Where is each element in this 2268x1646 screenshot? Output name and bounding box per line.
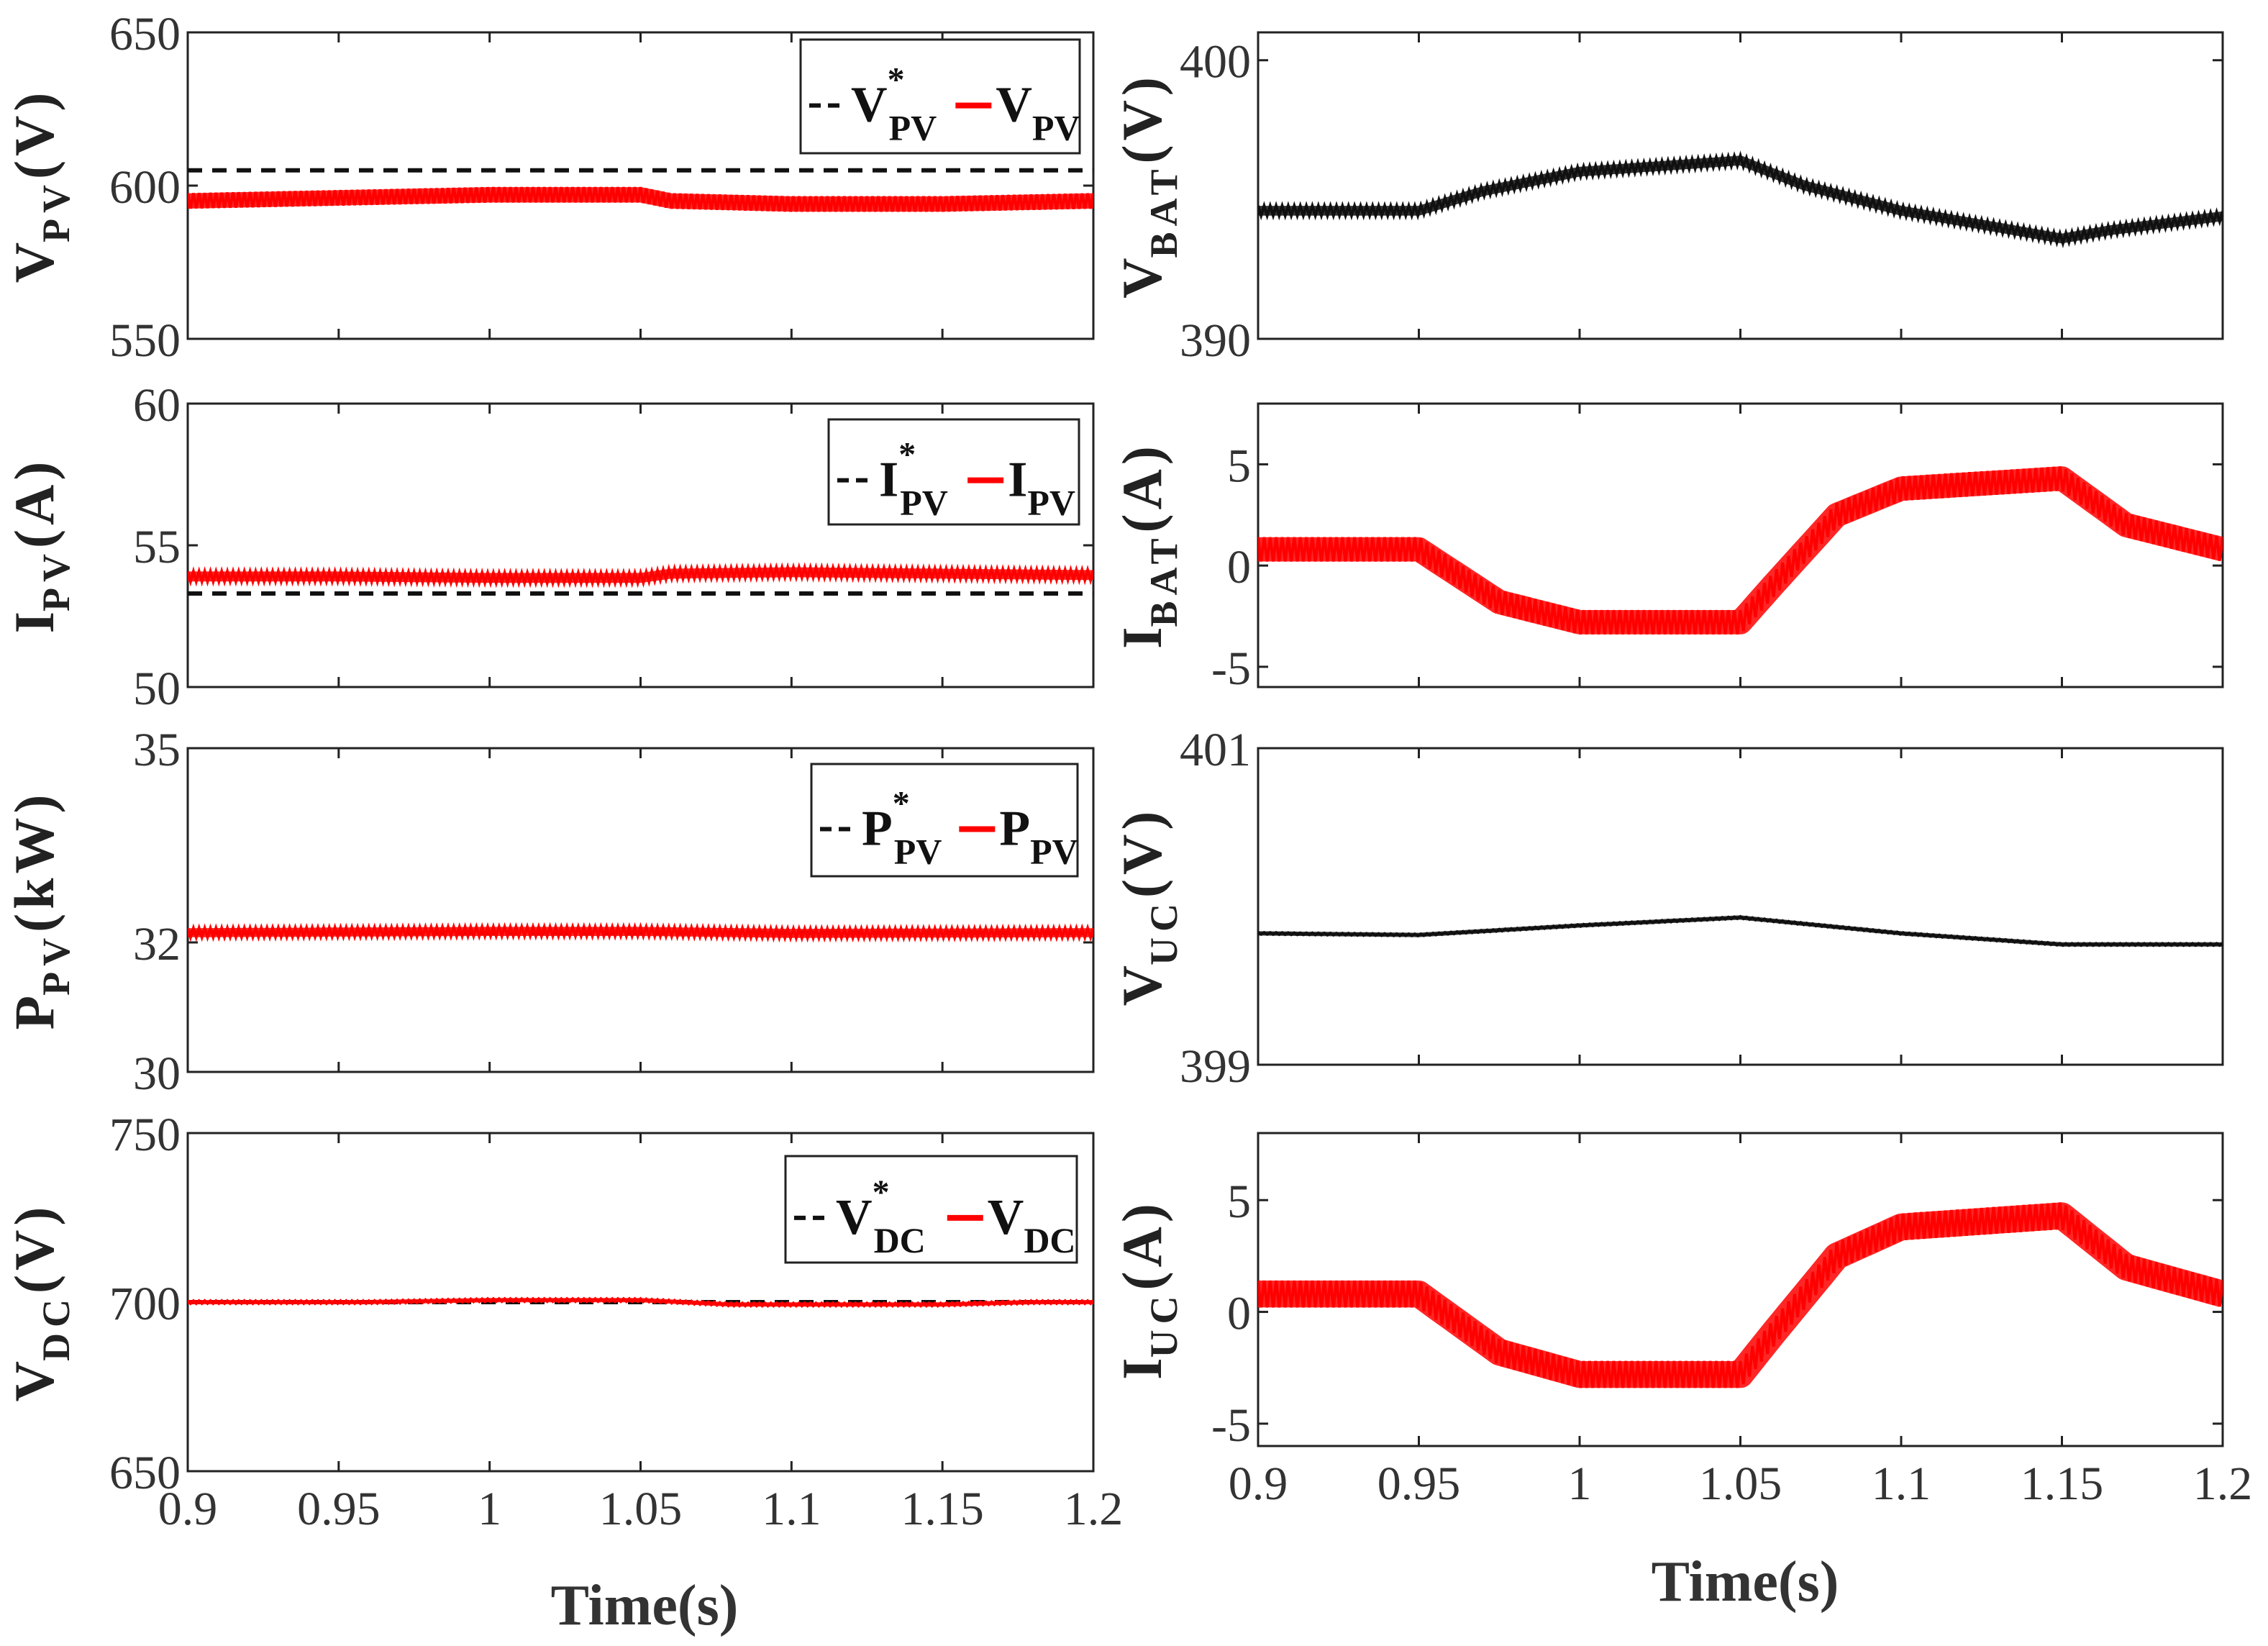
x-tick-label: 0.9 [1229, 1458, 1288, 1510]
y-tick-label: 650 [109, 1447, 181, 1499]
y-tick-label: 0 [1227, 1288, 1251, 1340]
y-axis-label-vpv: VPV(V) [3, 88, 78, 283]
x-tick-label: 1.05 [599, 1483, 683, 1535]
y-axis-label-ppv: PPV(kW) [3, 791, 78, 1030]
y-tick-label: 700 [109, 1278, 181, 1330]
legend-meas-label: VDC [988, 1190, 1076, 1260]
series-band-ppv-1 [188, 927, 1093, 938]
y-tick-label: 390 [1180, 314, 1251, 367]
subplot-ibat: 5 0 -5 IBAT(A) [1111, 402, 2224, 695]
subplot-iuc: 0.9 0.95 1 1.05 1.1 1.15 1.2 5 0 -5 IUC(A) [1111, 1132, 2253, 1510]
legend-box [784, 1155, 1078, 1264]
y-tick-label: 35 [133, 724, 181, 776]
subplot-vdc: 0.9 0.95 1 1.05 1.1 1.15 1.2 750 700 650 VDC(V) V* D… [3, 1109, 1123, 1535]
subplot-vuc: 401 399 VUC(V) [1111, 724, 2224, 1093]
series-band-iuc-0 [1258, 1202, 2223, 1388]
y-tick-label: 5 [1227, 1176, 1251, 1228]
y-tick-label: 650 [109, 8, 181, 60]
y-tick-label: 50 [133, 663, 181, 715]
subplot-vpv: 650 600 550 VPV(V) V* PV VPV [3, 8, 1095, 367]
y-axis-label-iuc: IUC(A) [1111, 1199, 1185, 1380]
x-tick-label: 1 [478, 1483, 501, 1535]
y-axis-label-vbat: VBAT(V) [1111, 73, 1185, 299]
y-tick-label: -5 [1211, 1399, 1251, 1452]
subplot-ppv: 35 32 30 PPV(kW) P* PV PPV [3, 724, 1095, 1100]
series-band-vpv-1 [188, 187, 1093, 212]
legend-box [810, 763, 1079, 878]
x-tick-label: 1.1 [762, 1483, 821, 1535]
y-tick-label: 60 [133, 379, 181, 432]
legend-meas-label: IPV [1008, 453, 1075, 523]
series-band-ipv-1 [188, 567, 1093, 583]
y-tick-label: 399 [1180, 1040, 1251, 1093]
x-tick-label: 1.15 [2021, 1458, 2104, 1510]
x-tick-label: 1 [1568, 1458, 1592, 1510]
series-band-vdc-1 [188, 1298, 1093, 1307]
legend-meas-label: VPV [996, 78, 1080, 148]
x-tick-label: 0.9 [158, 1483, 218, 1535]
legend-box [827, 418, 1080, 526]
series-band-vbat-0 [1258, 155, 2223, 244]
plot-frame-vbat [1257, 31, 2224, 340]
x-tick-label: 0.95 [297, 1483, 381, 1535]
legend-ipv: I* PV IPV [827, 418, 1080, 526]
x-tick-label: 1.05 [1699, 1458, 1782, 1510]
subplot-ipv: 60 55 50 IPV(A) I* PV IPV [3, 379, 1095, 715]
x-tick-label: 1.2 [1064, 1483, 1124, 1535]
subplot-vbat: 400 390 VBAT(V) [1111, 31, 2224, 367]
y-axis-label-ibat: IBAT(A) [1111, 442, 1185, 649]
plot-frame-vuc [1257, 747, 2224, 1066]
legend-meas-label: PPV [999, 801, 1078, 871]
y-axis-label-vdc: VDC(V) [3, 1203, 78, 1402]
y-tick-label: 55 [133, 521, 181, 573]
y-tick-label: 30 [133, 1047, 181, 1100]
y-tick-label: 600 [109, 161, 181, 214]
series-band-ibat-0 [1258, 466, 2223, 635]
y-tick-label: 0 [1227, 541, 1251, 594]
x-tick-label: 0.95 [1377, 1458, 1461, 1510]
y-tick-label: 32 [133, 918, 181, 970]
legend-box [799, 38, 1081, 155]
legend-ppv: P* PV PPV [810, 763, 1079, 878]
series-band-vuc-0 [1258, 915, 2223, 947]
x-axis-label-left: Time(s) [551, 1574, 739, 1637]
x-tick-label: 1.1 [1872, 1458, 1931, 1510]
legend-vpv: V* PV VPV [799, 38, 1081, 155]
y-tick-label: 400 [1180, 36, 1251, 88]
y-axis-label-ipv: IPV(A) [3, 458, 78, 634]
legend-ref-label: P* PV [862, 784, 942, 871]
legend-ref-label: I* PV [879, 436, 948, 523]
x-axis-label-right: Time(s) [1652, 1550, 1839, 1614]
y-tick-label: 5 [1227, 440, 1251, 492]
y-tick-label: -5 [1211, 642, 1251, 695]
x-tick-label: 1.2 [2193, 1458, 2253, 1510]
legend-ref-label: V* PV [851, 61, 937, 148]
legend-ref-label: V* DC [836, 1173, 926, 1260]
legend-vdc: V* DC VDC [784, 1155, 1078, 1264]
y-axis-label-vuc: VUC(V) [1111, 807, 1185, 1006]
y-tick-label: 550 [109, 314, 181, 367]
y-tick-label: 750 [109, 1109, 181, 1161]
x-tick-label: 1.15 [901, 1483, 984, 1535]
y-tick-label: 401 [1180, 724, 1251, 776]
